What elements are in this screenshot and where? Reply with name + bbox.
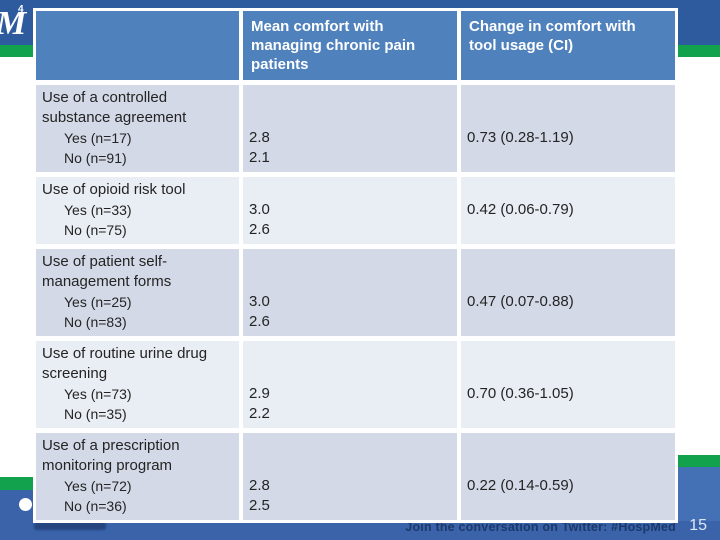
ci-cell: 0.22 (0.14-0.59) bbox=[461, 433, 675, 520]
no-label: No (n=91) bbox=[64, 150, 127, 166]
no-mean-value: 2.6 bbox=[249, 313, 270, 330]
no-mean-value: 2.2 bbox=[249, 405, 270, 422]
results-table: Mean comfort with managing chronic pain … bbox=[33, 8, 678, 523]
mean-comfort-cell: 2.8 2.5 bbox=[243, 433, 457, 520]
category-title: Use of opioid risk tool bbox=[42, 181, 186, 198]
mean-comfort-cell: 3.0 2.6 bbox=[243, 249, 457, 336]
ci-cell: 0.42 (0.06-0.79) bbox=[461, 177, 675, 244]
footer-twitter-text: Join the conversation on Twitter: #HospM… bbox=[405, 520, 676, 534]
footer-bullet-icon bbox=[19, 498, 32, 511]
no-label: No (n=83) bbox=[64, 314, 127, 330]
category-title: Use of routine urine drug screening bbox=[42, 345, 208, 382]
category-cell: Use of opioid risk tool Yes (n=33) No (n… bbox=[36, 177, 239, 244]
category-title: Use of a controlled substance agreement bbox=[42, 89, 187, 126]
category-cell: Use of patient self-management forms Yes… bbox=[36, 249, 239, 336]
no-mean-value: 2.6 bbox=[249, 221, 270, 238]
category-cell: Use of a controlled substance agreement … bbox=[36, 85, 239, 172]
bottom-blue-band bbox=[0, 521, 720, 540]
yes-label: Yes (n=73) bbox=[64, 386, 132, 402]
yes-mean-value: 2.9 bbox=[249, 385, 270, 402]
yes-mean-value: 3.0 bbox=[249, 201, 270, 218]
ci-cell: 0.47 (0.07-0.88) bbox=[461, 249, 675, 336]
category-cell: Use of routine urine drug screening Yes … bbox=[36, 341, 239, 428]
ci-value: 0.73 (0.28-1.19) bbox=[467, 129, 574, 146]
ci-value: 0.47 (0.07-0.88) bbox=[467, 293, 574, 310]
ci-cell: 0.70 (0.36-1.05) bbox=[461, 341, 675, 428]
category-title: Use of patient self-management forms bbox=[42, 253, 172, 290]
footer-year-suffix: 15 bbox=[689, 517, 707, 534]
yes-label: Yes (n=25) bbox=[64, 294, 132, 310]
logo-letter-icon: M bbox=[0, 4, 26, 44]
no-mean-value: 2.1 bbox=[249, 149, 270, 166]
yes-mean-value: 2.8 bbox=[249, 477, 270, 494]
mean-comfort-cell: 2.8 2.1 bbox=[243, 85, 457, 172]
no-label: No (n=75) bbox=[64, 222, 127, 238]
yes-mean-value: 2.8 bbox=[249, 129, 270, 146]
category-title: Use of a prescription monitoring program bbox=[42, 437, 180, 474]
no-mean-value: 2.5 bbox=[249, 497, 270, 514]
mean-comfort-cell: 2.9 2.2 bbox=[243, 341, 457, 428]
footer-watermark bbox=[34, 522, 106, 530]
header-cell-change-comfort: Change in comfort with tool usage (CI) bbox=[461, 11, 675, 80]
no-label: No (n=36) bbox=[64, 498, 127, 514]
yes-label: Yes (n=72) bbox=[64, 478, 132, 494]
yes-label: Yes (n=17) bbox=[64, 130, 132, 146]
header-cell-category bbox=[36, 11, 239, 80]
logo-number: 4 bbox=[18, 4, 24, 15]
bottom-right-green-stripe bbox=[678, 455, 720, 467]
category-cell: Use of a prescription monitoring program… bbox=[36, 433, 239, 520]
bottom-left-green-stripe bbox=[0, 477, 34, 490]
yes-mean-value: 3.0 bbox=[249, 293, 270, 310]
yes-label: Yes (n=33) bbox=[64, 202, 132, 218]
mean-comfort-cell: 3.0 2.6 bbox=[243, 177, 457, 244]
ci-cell: 0.73 (0.28-1.19) bbox=[461, 85, 675, 172]
ci-value: 0.70 (0.36-1.05) bbox=[467, 385, 574, 402]
header-cell-mean-comfort: Mean comfort with managing chronic pain … bbox=[243, 11, 457, 80]
no-label: No (n=35) bbox=[64, 406, 127, 422]
conference-logo: M 4 bbox=[0, 0, 33, 45]
ci-value: 0.22 (0.14-0.59) bbox=[467, 477, 574, 494]
ci-value: 0.42 (0.06-0.79) bbox=[467, 201, 574, 218]
